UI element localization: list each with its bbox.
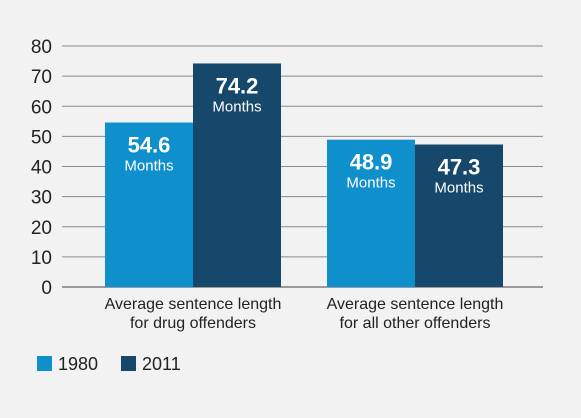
bar-1980-drug [105,122,193,287]
legend-label-1980: 1980 [58,354,98,374]
y-axis-ticks: 0 10 20 30 40 50 60 70 80 [31,37,52,299]
y-tick-label: 50 [31,127,52,148]
bar-unit-label: Months [434,180,483,197]
y-tick-label: 30 [31,188,52,209]
bar-2011-other [415,144,503,287]
y-tick-label: 0 [41,278,52,299]
x-axis-categories: Average sentence length for drug offender… [105,296,504,332]
bar-unit-label: Months [124,158,173,175]
y-tick-label: 60 [31,97,52,118]
bar-value-label: 47.3 [438,155,481,180]
legend-swatch-2011 [121,356,136,371]
y-tick-label: 10 [31,248,52,269]
y-tick-label: 70 [31,67,52,88]
legend: 1980 2011 [37,354,181,374]
y-tick-label: 40 [31,158,52,179]
bar-unit-label: Months [346,175,395,192]
legend-label-2011: 2011 [142,354,181,374]
bars [105,63,503,287]
y-tick-label: 20 [31,218,52,239]
category-label: for drug offenders [130,315,256,332]
bar-2011-drug [193,63,281,287]
legend-swatch-1980 [37,356,52,371]
bar-unit-label: Months [212,98,261,115]
y-tick-label: 80 [31,37,52,58]
bar-value-label: 74.2 [216,73,259,98]
bar-value-label: 48.9 [350,150,393,175]
category-label: Average sentence length [105,296,282,313]
bar-1980-other [327,139,415,287]
category-label: Average sentence length [327,296,504,313]
bar-value-label: 54.6 [128,133,171,158]
category-label: for all other offenders [340,315,491,332]
